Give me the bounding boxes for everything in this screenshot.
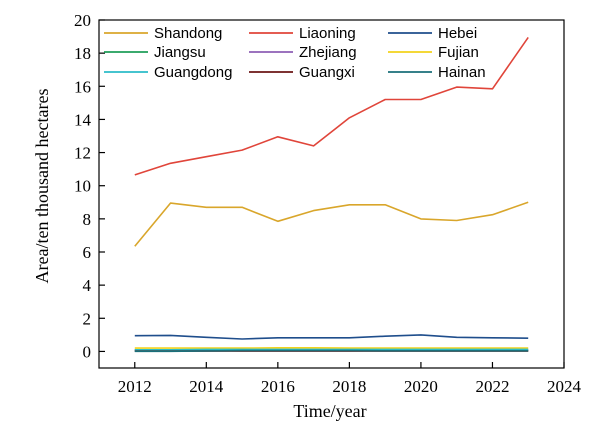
series-line-hebei — [134, 334, 529, 340]
x-tick-label: 2016 — [261, 377, 295, 396]
x-tick-label: 2012 — [118, 377, 152, 396]
x-tick-label: 2018 — [332, 377, 366, 396]
y-tick-label: 18 — [74, 44, 91, 63]
plot-frame — [98, 19, 565, 369]
series-line-liaoning — [134, 36, 529, 176]
y-axis-title: Area/ten thousand hectares — [32, 89, 52, 284]
legend-label-jiangsu: Jiangsu — [154, 44, 206, 61]
legend-label-zhejiang: Zhejiang — [299, 44, 357, 61]
y-tick-label: 6 — [83, 243, 92, 262]
x-tick-label: 2020 — [404, 377, 438, 396]
y-tick-label: 16 — [74, 77, 91, 96]
y-tick-label: 12 — [74, 144, 91, 163]
x-axis-ticks: 2012 2014 2016 2018 2020 2022 2024 — [118, 362, 582, 396]
series-lines — [134, 36, 529, 353]
plot-border — [98, 19, 565, 369]
y-tick-label: 8 — [83, 210, 92, 229]
legend-label-hebei: Hebei — [438, 25, 477, 42]
x-axis-title: Time/year — [293, 401, 366, 421]
x-tick-label: 2022 — [475, 377, 509, 396]
y-tick-label: 10 — [74, 177, 91, 196]
y-axis-ticks: 0 2 4 6 8 10 12 14 16 18 20 — [74, 11, 105, 361]
legend-label-shandong: Shandong — [154, 25, 222, 42]
legend: Shandong Liaoning Hebei Jiangsu Zhejiang Fuji… — [104, 25, 486, 81]
y-tick-label: 2 — [83, 309, 92, 328]
legend-label-guangdong: Guangdong — [154, 64, 232, 81]
legend-label-hainan: Hainan — [438, 64, 486, 81]
y-tick-label: 20 — [74, 11, 91, 30]
y-tick-label: 4 — [83, 276, 92, 295]
x-tick-label: 2014 — [189, 377, 224, 396]
y-tick-label: 0 — [83, 342, 92, 361]
x-tick-label: 2024 — [547, 377, 582, 396]
series-line-hainan — [134, 349, 529, 353]
legend-label-liaoning: Liaoning — [299, 25, 356, 42]
legend-label-guangxi: Guangxi — [299, 64, 355, 81]
series-line-shandong — [134, 201, 529, 247]
legend-label-fujian: Fujian — [438, 44, 479, 61]
y-tick-label: 14 — [74, 110, 92, 129]
